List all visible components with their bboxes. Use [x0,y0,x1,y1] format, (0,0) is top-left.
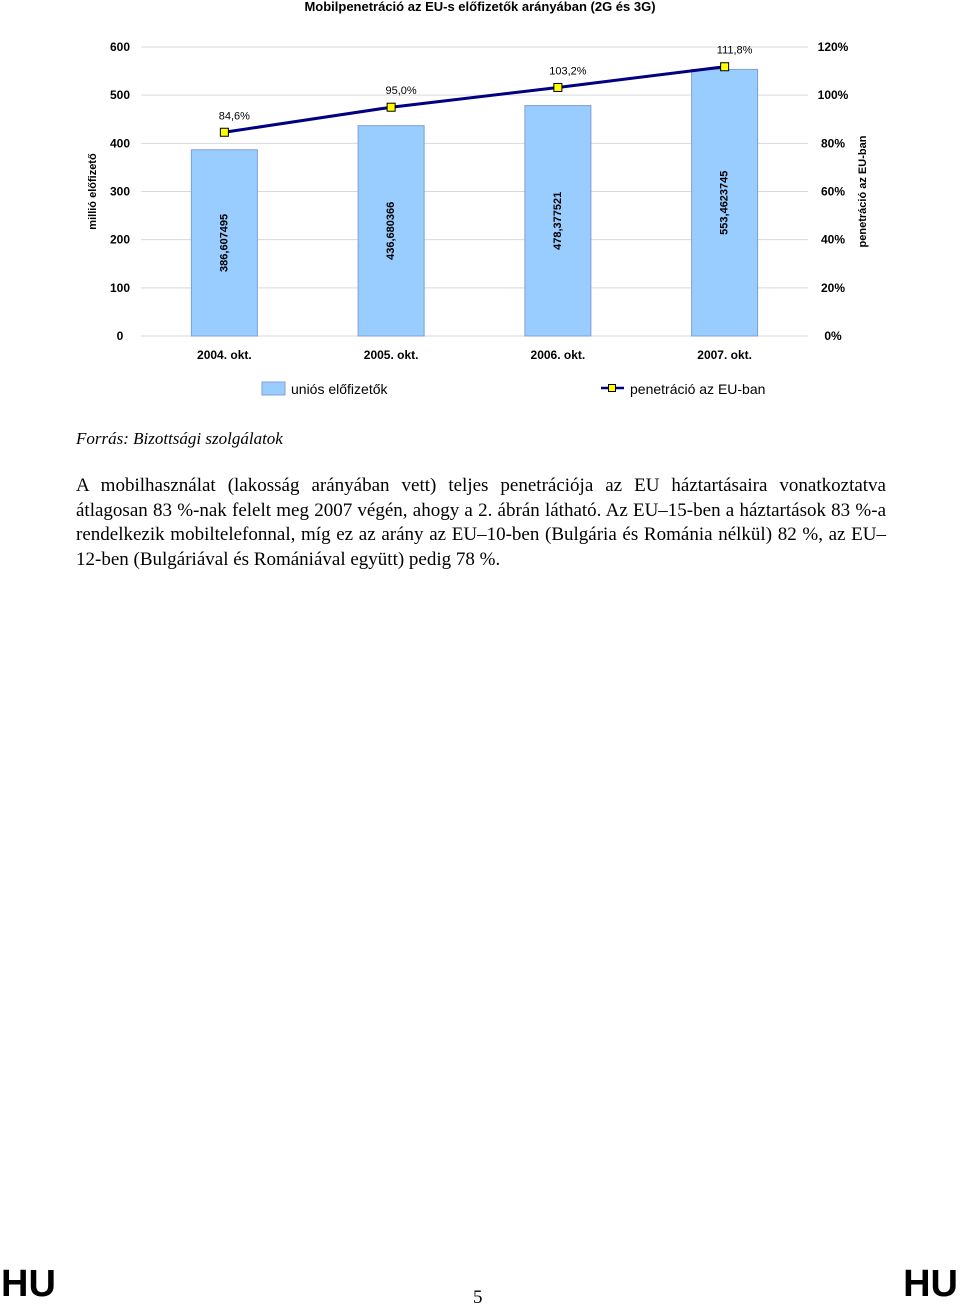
bar [190,149,258,337]
left-tick-label: 300 [110,185,130,199]
data-label: 111,8% [717,45,753,57]
page-number: 5 [473,1287,483,1308]
x-tick-label: 2007. okt. [697,348,752,362]
bar-value-label: 553,4623745 [719,171,731,235]
body-paragraph: A mobilhasználat (lakosság arányában vet… [76,475,886,570]
data-point [720,62,730,72]
right-tick-label: 80% [821,136,845,150]
left-tick-label: 400 [110,136,130,150]
bar-series: 386,607495 436,680366 478,377521 553,462374… [190,68,759,337]
right-axis: 0% 20% 40% 60% 80% 100% 120% [818,40,849,343]
legend-label-line: penetráció az EU-ban [630,381,765,397]
penetration-line [224,65,725,134]
left-tick-label: 200 [110,233,130,247]
bar-value-label: 478,377521 [552,192,564,250]
x-tick-label: 2004. okt. [197,348,252,362]
penetration-chart: Mobilpenetráció az EU-s előfizetők arány… [87,0,869,397]
left-tick-label: 600 [110,40,130,54]
legend-swatch-bar [261,381,286,396]
line-series: 84,6% 95,0% 103,2% 111,8% [219,45,753,137]
data-label: 103,2% [549,65,587,77]
left-tick-label: 0 [117,329,124,343]
right-tick-label: 60% [821,185,845,199]
right-tick-label: 0% [824,329,842,343]
bar-value-label: 436,680366 [385,202,397,260]
bar [524,105,592,337]
right-tick-label: 100% [818,88,849,102]
footer-language-left: HU [1,1263,56,1305]
x-tick-label: 2005. okt. [364,348,419,362]
chart-title: Mobilpenetráció az EU-s előfizetők arány… [304,0,655,14]
chart-legend: uniós előfizetők penetráció az EU-ban [261,381,765,397]
x-tick-label: 2006. okt. [531,348,586,362]
data-point [386,102,396,112]
right-tick-label: 40% [821,233,845,247]
right-tick-label: 20% [821,281,845,295]
footer-language-right: HU [903,1263,958,1305]
data-point [219,127,229,137]
legend-label-bar: uniós előfizetők [291,381,389,397]
data-point [553,82,563,92]
left-tick-label: 100 [110,281,130,295]
x-axis: 2004. okt. 2005. okt. 2006. okt. 2007. okt. [197,348,752,362]
right-tick-label: 120% [818,40,849,54]
data-label: 95,0% [386,85,417,97]
bar [357,125,425,337]
data-label: 84,6% [219,110,250,122]
bar [691,68,759,337]
left-tick-label: 500 [110,88,130,102]
y-axis-right-label: penetráció az EU-ban [857,135,869,247]
y-axis-left-label: millió előfizető [87,153,99,230]
source-note: Forrás: Bizottsági szolgálatok [76,429,283,448]
legend-marker [608,384,616,392]
left-axis: 0 100 200 300 400 500 600 [110,40,130,343]
bar-value-label: 386,607495 [218,214,230,272]
